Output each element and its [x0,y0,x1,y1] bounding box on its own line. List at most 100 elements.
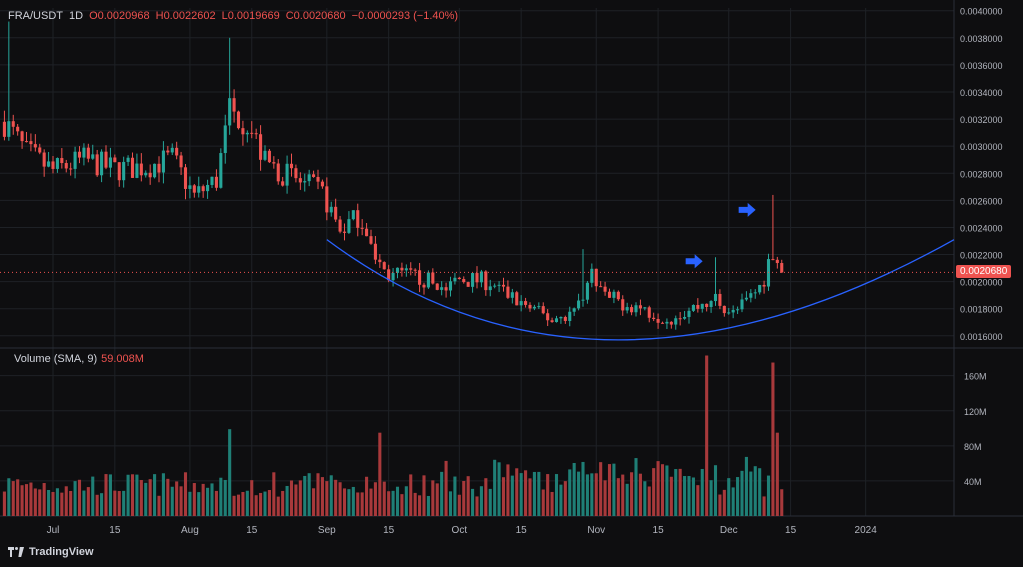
candle-body [475,273,479,283]
candle-body [630,307,634,313]
candle-body [356,210,360,228]
candle-body [38,147,42,153]
candle-body [100,151,104,176]
symbol-label[interactable]: FRA/USDT [8,10,63,22]
volume-bar [643,481,647,516]
volume-bar [263,491,267,516]
volume-bar [272,472,276,516]
volume-bar [497,462,501,516]
candle-body [643,307,647,309]
volume-bar [453,476,457,516]
volume-bar [281,490,285,516]
volume-bar [709,480,713,516]
volume-bar [691,477,695,516]
candle-body [718,293,722,306]
candle-body [771,259,775,261]
candle-body [621,299,625,311]
candle-body [528,304,532,309]
price-tick-label: 0.0024000 [960,223,1003,233]
candle-body [117,162,121,181]
volume-bar [51,491,55,516]
candle-body [183,167,188,189]
volume-bar [183,472,188,516]
candle-body [612,291,616,298]
volume-bar [700,468,704,516]
candle-body [758,284,762,293]
volume-bar [95,494,99,516]
volume-bar [197,492,201,516]
cup-curve-drawing[interactable] [326,239,955,341]
candle-body [11,121,15,127]
candle-body [77,151,82,158]
price-tick-label: 0.0020000 [960,278,1003,288]
arrow-marker[interactable] [738,202,756,217]
volume-bar [170,486,174,516]
candle-body [148,172,152,178]
candle-body [413,269,417,271]
candle-body [652,317,656,319]
volume-bar [780,489,784,516]
volume-bar [192,483,196,516]
volume-bar [506,464,510,516]
volume-bar [537,471,541,516]
volume-bar [214,490,218,516]
volume-bar [528,478,532,516]
candle-body [338,219,342,232]
volume-bar [581,461,585,516]
candle-body [24,141,29,143]
candle-body [391,272,395,281]
volume-legend[interactable]: Volume (SMA, 9) 59.008M [14,353,144,365]
volume-bar [577,471,581,516]
volume-bar [175,481,179,516]
candle-body [342,231,347,233]
candle-body [744,297,748,300]
volume-bar [201,483,205,516]
candle-body [188,185,192,189]
volume-bar [69,490,73,516]
candle-body [214,176,218,188]
candle-body [775,259,779,264]
candle-body [298,178,302,183]
volume-bar [546,474,550,516]
brand-label: TradingView [29,546,94,558]
volume-bar [404,486,408,516]
candle-body [683,316,687,319]
volume-bar [766,475,771,516]
volume-bar [572,462,576,516]
interval-label[interactable]: 1D [69,10,84,22]
volume-bar [104,474,108,516]
arrow-marker[interactable] [685,254,703,269]
candle-body [665,321,669,324]
candle-body [69,168,73,170]
volume-bar [342,488,347,516]
candle-body [780,263,784,273]
candle-body [541,306,545,314]
volume-bar [20,485,24,516]
volume-bar [753,466,757,516]
volume-bar [130,474,135,516]
candle-body [47,161,51,167]
candle-body [236,111,241,129]
candle-body [647,307,651,318]
candle-body [329,206,333,213]
candle-body [289,163,294,169]
candle-body [276,163,280,182]
volume-bar [418,495,422,516]
volume-bar [60,492,64,516]
volume-bar [298,480,302,516]
volume-bar [391,490,395,516]
candle-body [546,313,550,321]
candle-body [532,306,536,309]
volume-bar [373,482,377,516]
volume-bar [444,460,448,516]
candle-body [638,305,642,309]
candle-body [444,287,448,291]
candle-body [294,168,298,179]
volume-bar [630,472,634,516]
candle-body [404,268,408,271]
candle-body [440,287,444,290]
tradingview-logo[interactable]: TradingView [8,546,94,558]
volume-bar [647,486,651,516]
volume-tick-label: 40M [964,477,982,487]
